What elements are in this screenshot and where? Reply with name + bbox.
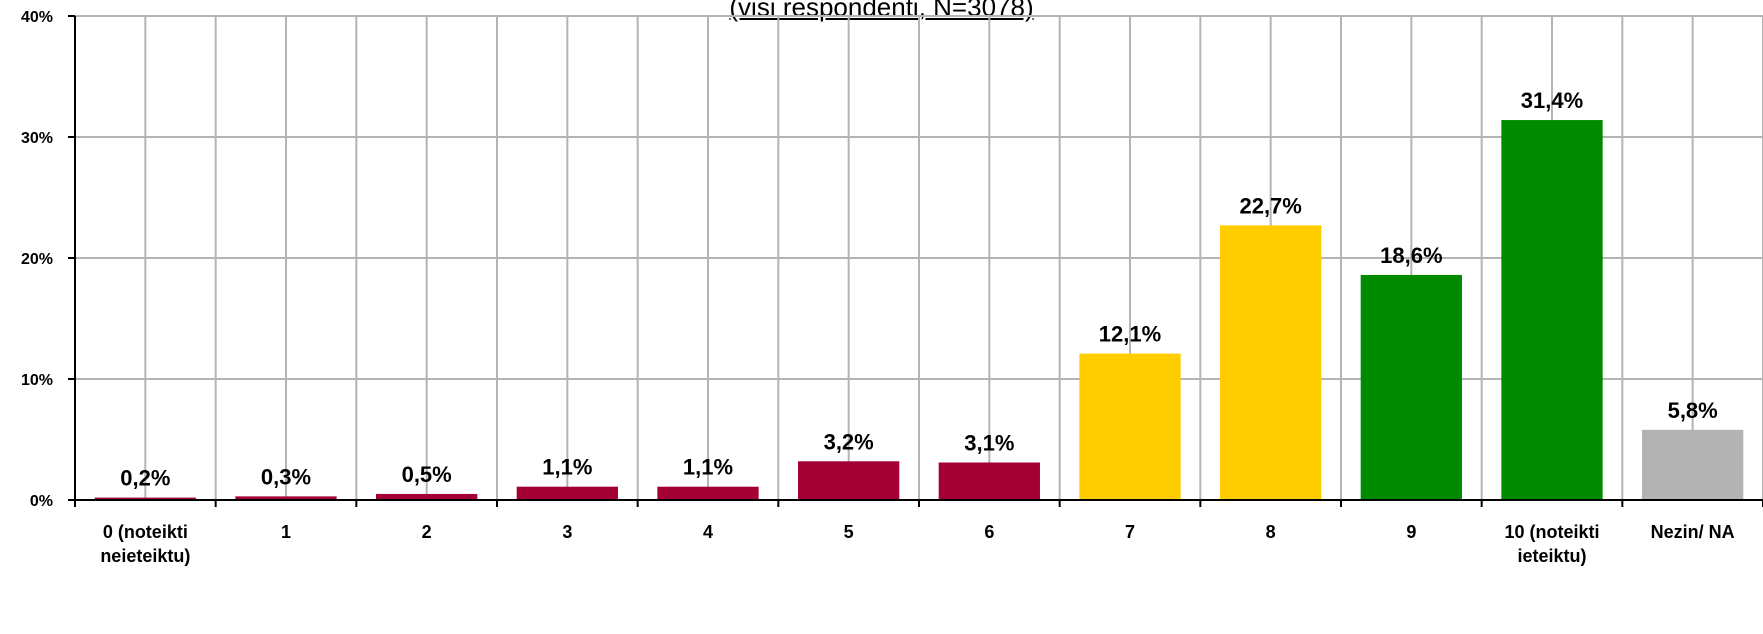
x-tick-label: 8 <box>1266 522 1276 542</box>
bar-value-label: 3,1% <box>964 430 1014 455</box>
bar-value-label: 12,1% <box>1099 322 1161 347</box>
bar-value-label: 5,8% <box>1668 398 1718 423</box>
bar <box>798 461 900 500</box>
y-tick-label: 0% <box>30 493 53 510</box>
bar <box>376 493 478 500</box>
y-tick-label: 30% <box>21 130 53 147</box>
grid-lines <box>74 15 1763 500</box>
y-tick-label: 10% <box>21 372 53 389</box>
bar <box>1360 274 1462 500</box>
bar <box>938 462 1040 500</box>
bar-value-label: 22,7% <box>1239 193 1301 218</box>
x-tick-label: 5 <box>844 522 854 542</box>
x-tick-label: Nezin/ NA <box>1651 522 1735 542</box>
x-tick-label: 3 <box>562 522 572 542</box>
bar <box>1079 353 1181 500</box>
bars <box>94 120 1744 500</box>
x-tick-label: 6 <box>984 522 994 542</box>
x-tick-label: 0 (noteikti neieteiktu) <box>100 522 190 566</box>
axes <box>68 15 1763 507</box>
bar <box>657 486 759 500</box>
bar <box>235 496 337 500</box>
x-tick-label: 9 <box>1406 522 1416 542</box>
bar-value-label: 3,2% <box>824 429 874 454</box>
y-tick-label: 40% <box>21 9 53 26</box>
bar-value-label: 1,1% <box>542 455 592 480</box>
x-tick-label: 2 <box>422 522 432 542</box>
x-tick-label: 4 <box>703 522 713 542</box>
bar-value-label: 31,4% <box>1521 88 1583 113</box>
bar-value-label: 0,3% <box>261 464 311 489</box>
bar-value-label: 0,5% <box>402 462 452 487</box>
bar-value-label: 1,1% <box>683 455 733 480</box>
bar-value-label: 0,2% <box>120 466 170 491</box>
labels: 0,2% 0,3% 0,5% 1,1% 1,1%3,2% 3,1%12,1%22,7%18… <box>21 9 1735 566</box>
x-tick-label: 10 (noteikti ieteiktu) <box>1504 522 1599 566</box>
bar <box>516 486 618 500</box>
bar <box>94 497 196 500</box>
y-tick-label: 20% <box>21 251 53 268</box>
bar <box>1220 225 1322 500</box>
x-tick-label: 1 <box>281 522 291 542</box>
bar-value-label: 18,6% <box>1380 243 1442 268</box>
x-tick-label: 7 <box>1125 522 1135 542</box>
bar <box>1642 429 1744 500</box>
bar <box>1501 120 1603 500</box>
